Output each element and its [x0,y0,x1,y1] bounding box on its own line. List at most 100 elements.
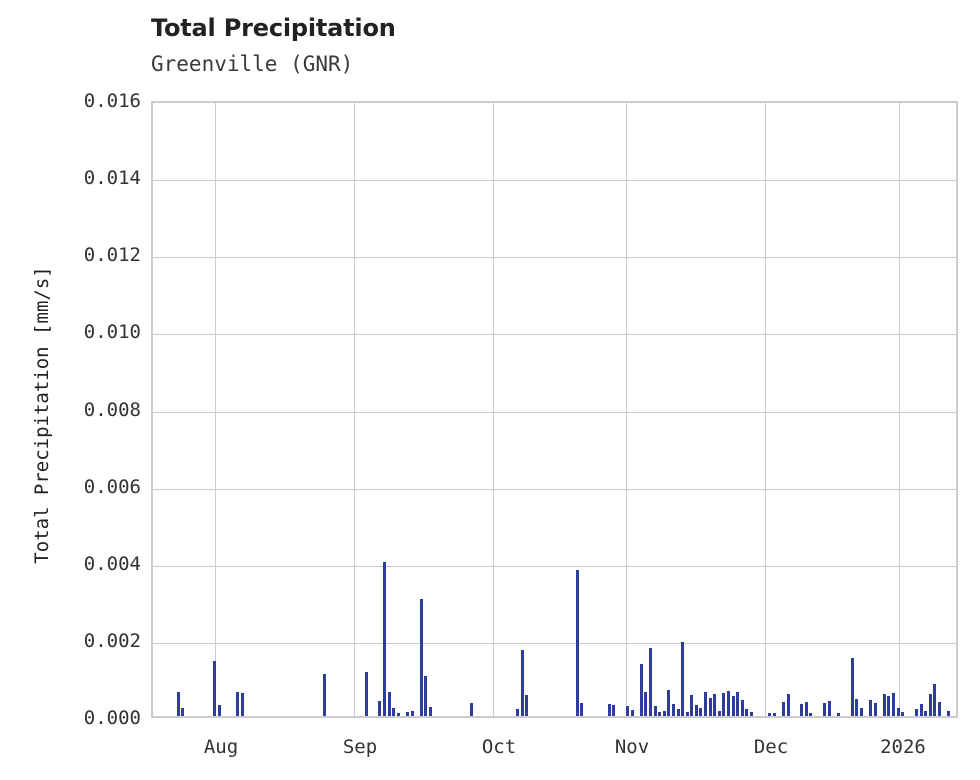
bar [772,712,776,716]
bar [919,704,923,716]
x-tick-label: Oct [481,736,517,758]
y-tick-label: 0.014 [83,167,141,190]
bar [217,705,221,716]
x-tick-label: Dec [753,736,789,758]
bar [933,683,937,716]
bar [525,694,529,716]
y-tick-label: 0.002 [83,629,141,652]
x-tick-label: 2026 [880,736,926,758]
gridline-horizontal [153,565,956,567]
gridline-vertical [899,103,900,716]
gridline-vertical [765,103,766,716]
y-tick-label: 0.000 [83,707,141,729]
bar [873,702,877,716]
gridline-horizontal [153,180,956,182]
gridline-horizontal [153,642,956,644]
bar [722,693,726,716]
bar [937,701,941,716]
y-tick-label: 0.006 [83,475,141,498]
gridline-horizontal [153,334,956,336]
bar [405,711,409,716]
gridline-horizontal [153,411,956,413]
bar [424,676,428,716]
bar [383,561,387,716]
bar [823,702,827,716]
bar [768,713,772,716]
gridline-vertical [626,103,627,716]
bar [901,712,905,716]
chart-subtitle: Greenville (GNR) [151,52,354,76]
bar [717,710,721,716]
bar [745,708,749,716]
bar [176,691,180,716]
bar [859,707,863,716]
bar [740,699,744,716]
bar [892,692,895,716]
bar [882,694,886,716]
bar [648,647,652,716]
bar [694,704,698,716]
bar [928,694,932,716]
y-tick-label: 0.016 [83,90,141,112]
bar [364,672,368,716]
bar [181,707,185,716]
bar [213,660,217,716]
bar [658,712,662,716]
bar [726,691,730,716]
bar [630,710,634,716]
bar [396,712,400,716]
bar [713,693,717,716]
bar [653,705,657,716]
gridline-horizontal [153,488,956,490]
bar [671,703,675,716]
bar [809,712,813,716]
bar [827,700,831,716]
bar [662,711,666,716]
bar [681,642,685,716]
chart-title: Total Precipitation [151,14,396,42]
y-tick-label: 0.010 [83,321,141,344]
bar [924,710,928,716]
bar [800,704,804,716]
bar [850,658,854,716]
bar [236,692,240,716]
bar [676,709,680,716]
bar [781,702,785,716]
bar [699,707,703,716]
plot-area [151,101,958,718]
bar [887,695,891,716]
bar [520,650,524,716]
bar [387,692,391,716]
bar [786,694,790,716]
y-tick-label: 0.008 [83,398,141,421]
bar [378,700,382,716]
gridline-vertical [493,103,494,716]
bar [626,705,630,716]
bar [580,702,584,716]
bar [644,692,648,716]
bar [428,707,432,716]
bar [804,701,808,716]
bar [749,711,753,716]
y-tick-label: 0.004 [83,552,141,575]
gridline-horizontal [153,257,956,259]
bar [240,692,244,716]
bar [914,709,918,716]
x-tick-label: Aug [203,736,239,758]
bar [323,673,327,716]
bar [607,704,611,716]
gridline-vertical [354,103,355,716]
bar [869,700,873,716]
bar [708,697,712,716]
x-tick-label: Nov [614,736,650,758]
y-axis-tick-labels: 0.016 0.014 0.012 0.010 0.008 0.006 0.004 0.002… [0,0,141,780]
bar [685,712,689,716]
bar [836,712,840,716]
x-tick-label: Sep [342,736,378,758]
bar [612,705,616,716]
gridline-vertical [215,103,216,716]
bar [419,599,423,716]
bar [896,707,900,716]
bar [667,690,671,716]
